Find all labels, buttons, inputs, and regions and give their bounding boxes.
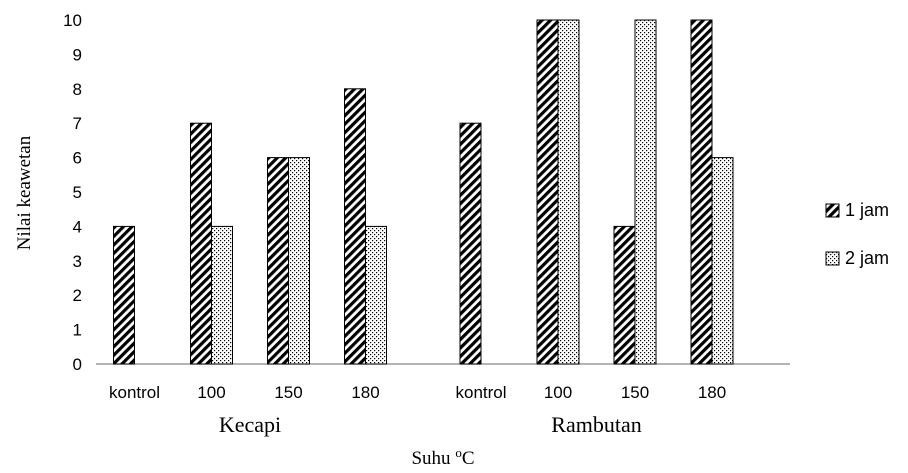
bars	[113, 19, 734, 365]
bar-rambutan-100-2-jam	[557, 19, 580, 365]
y-tick-label: 8	[73, 80, 82, 99]
category-label: 100	[197, 383, 225, 402]
y-tick-label: 3	[73, 252, 82, 271]
bar-kecapi-180-1-jam	[344, 88, 366, 365]
y-tick-label: 6	[73, 149, 82, 168]
category-label: kontrol	[455, 383, 506, 402]
legend-label-2-jam: 2 jam	[845, 248, 889, 268]
y-tick-label: 9	[73, 45, 82, 64]
y-axis-ticks: 0 1 2 3 4 5 6 7 8 9 10	[63, 11, 82, 374]
bar-kecapi-kontrol-1-jam	[113, 225, 135, 365]
y-tick-label: 7	[73, 114, 82, 133]
bar-rambutan-150-2-jam	[634, 19, 657, 365]
group-labels: Kecapi Rambutan	[219, 412, 642, 437]
y-tick-label: 5	[73, 183, 82, 202]
y-tick-label: 1	[73, 321, 82, 340]
bar-kecapi-150-1-jam	[267, 157, 289, 365]
legend-label-1-jam: 1 jam	[845, 200, 889, 220]
category-labels: kontrol 100 150 180 kontrol 100 150 180	[109, 383, 726, 402]
y-tick-label: 2	[73, 286, 82, 305]
x-axis-title: Suhu oC	[411, 445, 474, 469]
bar-rambutan-180-1-jam	[690, 19, 713, 365]
category-label: 180	[698, 383, 726, 402]
category-label: 150	[274, 383, 302, 402]
legend-item-2-jam: 2 jam	[825, 248, 889, 268]
bar-rambutan-150-1-jam	[613, 225, 636, 365]
category-label: kontrol	[109, 383, 160, 402]
category-label: 150	[621, 383, 649, 402]
legend: 1 jam 2 jam	[825, 200, 889, 268]
bar-rambutan-kontrol-1-jam	[459, 122, 482, 365]
group-label-rambutan: Rambutan	[551, 412, 641, 437]
category-label: 100	[544, 383, 572, 402]
y-tick-label: 0	[73, 355, 82, 374]
category-label: 180	[351, 383, 379, 402]
bar-kecapi-100-1-jam	[190, 122, 212, 365]
legend-swatch-1-jam	[825, 203, 840, 218]
y-axis-title: Nilai keawetan	[14, 135, 35, 250]
bar-kecapi-150-2-jam	[288, 157, 310, 365]
bar-rambutan-100-1-jam	[536, 19, 559, 365]
legend-item-1-jam: 1 jam	[825, 200, 889, 220]
group-label-kecapi: Kecapi	[219, 412, 281, 437]
y-tick-label: 4	[73, 217, 82, 236]
y-tick-label: 10	[63, 11, 82, 30]
bar-kecapi-180-2-jam	[365, 225, 387, 365]
bar-kecapi-100-2-jam	[211, 225, 233, 365]
bar-rambutan-180-2-jam	[711, 157, 734, 365]
legend-swatch-2-jam	[825, 251, 840, 266]
